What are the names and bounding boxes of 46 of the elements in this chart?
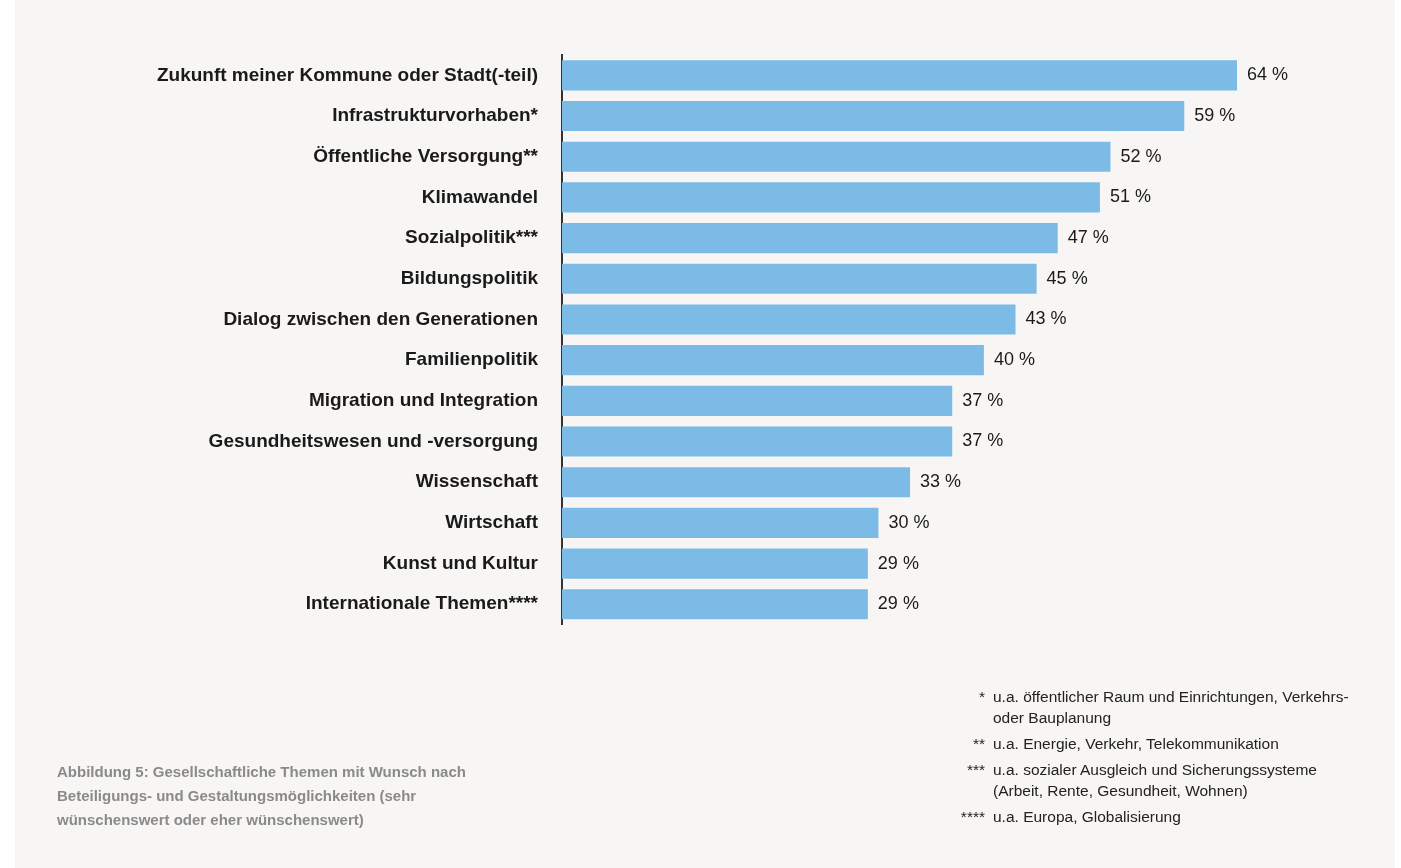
bar [562,141,1111,172]
bar [562,263,1037,294]
text: Abbildung 5: Gesellschaftliche Themen mit Wunsch nach Beteiligungs- und Gestaltungsmöglichkeiten (sehr wünschenswert oder eher wünschenswert) [57,762,467,830]
y-tick-label: Öffentliche Versorgung** [313,144,539,166]
bar [562,467,911,498]
bar [562,507,879,538]
y-tick-label: Migration und Integration [308,389,538,411]
y-tick-label: Dialog zwischen den Generationen [223,307,538,329]
bar [562,345,984,376]
data-label: 43 % [1025,308,1067,329]
y-tick-label: Bildungspolitik [400,267,539,289]
bar [562,589,868,620]
y-tick-label: Wirtschaft [445,511,539,533]
bar [562,304,1016,335]
y-tick-label: Infrastrukturvorhaben* [332,104,539,126]
data-label: 37 % [962,430,1004,451]
data-label: 59 % [1194,105,1236,125]
data-label: 33 % [920,471,962,492]
y-tick-label: Kunst und Kultur [382,551,539,573]
bar [562,182,1100,213]
y-tick-label: Familienpolitik [404,348,539,370]
bar [562,60,1237,91]
data-label: 29 % [877,593,919,614]
bar [562,426,953,457]
data-label: 47 % [1067,227,1109,248]
bar [562,223,1058,254]
y-tick-label: Sozialpolitik*** [404,226,539,248]
data-label: 45 % [1046,267,1088,288]
bar [562,100,1185,132]
data-label: 64 % [1247,64,1289,85]
text: ** u.a. Energie, Verkehr, Telekommunikation [971,734,1279,754]
data-label: 51 % [1109,186,1151,207]
data-label: 40 % [993,349,1035,370]
y-tick-label: Gesundheitswesen und -versorgung [208,429,538,451]
y-tick-label: Internationale Themen**** [305,592,539,614]
data-label: 37 % [962,389,1004,410]
text: **** u.a. Europa, Globalisierung [959,807,1181,827]
bar [562,385,953,416]
y-tick-label: Klimawandel [421,185,538,207]
data-label: 30 % [888,511,930,532]
bar [562,548,868,579]
text: *** u.a. sozialer Ausgleich und Sicherungssysteme (Arbeit, Rente, Gesundheit, Wohnen) [965,760,1318,801]
y-tick-label: Wissenschaft [415,470,539,492]
y-tick-label: Zukunft meiner Kommune oder Stadt(-teil) [156,63,538,85]
data-label: 52 % [1120,145,1162,166]
data-label: 29 % [877,552,919,573]
